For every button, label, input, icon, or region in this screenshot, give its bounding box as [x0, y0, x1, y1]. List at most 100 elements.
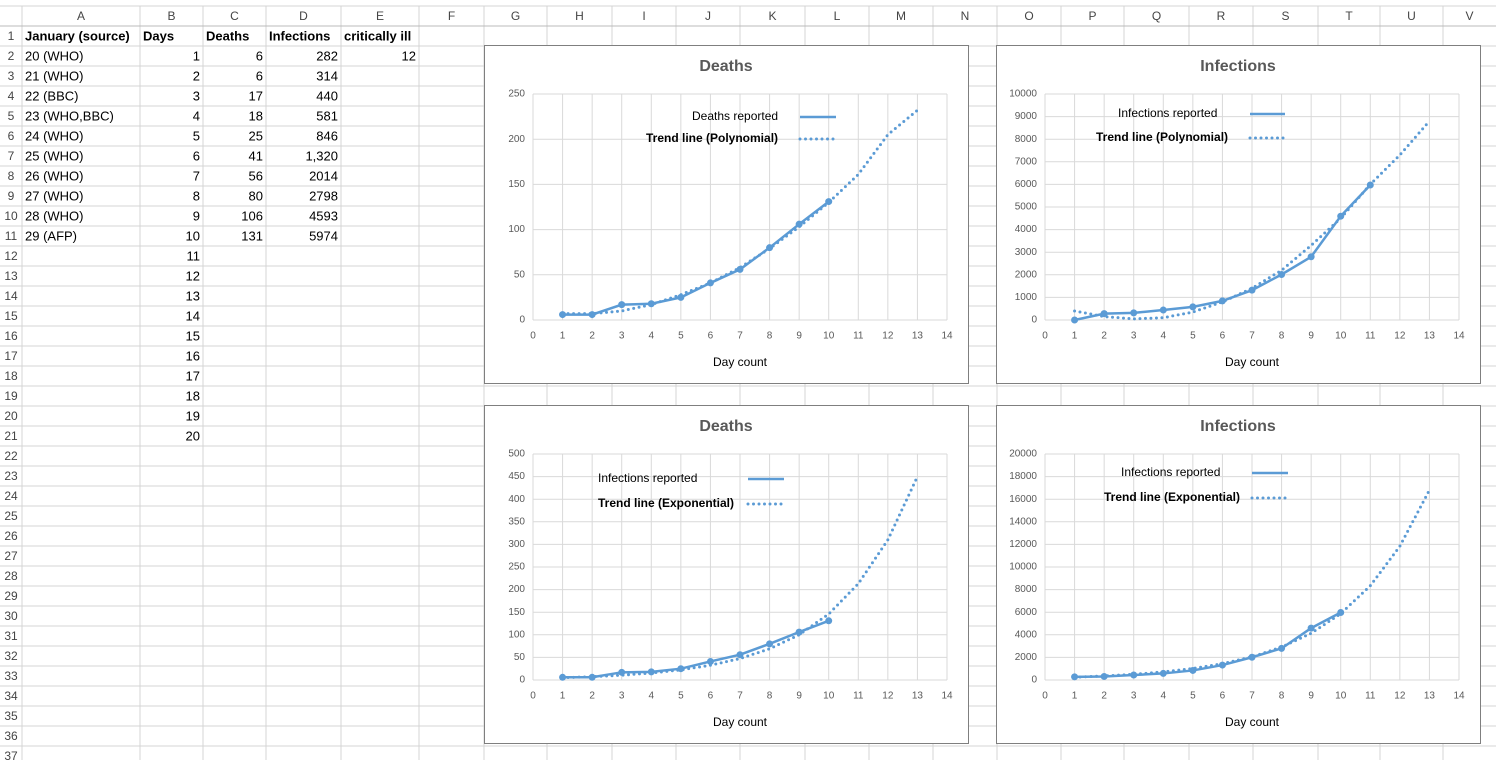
cell-text[interactable]: 9 — [193, 208, 200, 223]
row-number[interactable]: 31 — [4, 629, 18, 643]
cell-text[interactable]: 6 — [256, 48, 263, 63]
cell-text[interactable]: 24 (WHO) — [25, 128, 84, 143]
cell-text[interactable]: Infections — [269, 28, 330, 43]
cell-text[interactable]: 131 — [241, 228, 263, 243]
column-letter[interactable]: C — [230, 9, 239, 23]
row-number[interactable]: 9 — [8, 189, 15, 203]
column-letter[interactable]: U — [1407, 9, 1416, 23]
column-letter[interactable]: K — [768, 9, 776, 23]
row-number[interactable]: 26 — [4, 529, 18, 543]
row-number[interactable]: 24 — [4, 489, 18, 503]
cell-text[interactable]: 1,320 — [305, 148, 338, 163]
cell-text[interactable]: 7 — [193, 168, 200, 183]
cell-text[interactable]: 80 — [249, 188, 263, 203]
column-letter[interactable]: E — [376, 9, 384, 23]
cell-text[interactable]: 10 — [186, 228, 200, 243]
row-number[interactable]: 20 — [4, 409, 18, 423]
column-letter[interactable]: H — [575, 9, 584, 23]
cell-text[interactable]: 4593 — [309, 208, 338, 223]
cell-text[interactable]: 3 — [193, 88, 200, 103]
row-number[interactable]: 17 — [4, 349, 18, 363]
cell-text[interactable]: 15 — [186, 328, 200, 343]
column-letter[interactable]: S — [1281, 9, 1289, 23]
cell-text[interactable]: 17 — [186, 368, 200, 383]
cell-text[interactable]: 314 — [316, 68, 338, 83]
cell-text[interactable]: 22 (BBC) — [25, 88, 78, 103]
cell-text[interactable]: 13 — [186, 288, 200, 303]
cell-text[interactable]: 8 — [193, 188, 200, 203]
row-number[interactable]: 12 — [4, 249, 18, 263]
cell-text[interactable]: 17 — [249, 88, 263, 103]
column-letter[interactable]: L — [834, 9, 841, 23]
row-number[interactable]: 30 — [4, 609, 18, 623]
cell-text[interactable]: 20 (WHO) — [25, 48, 84, 63]
cell-text[interactable]: 18 — [186, 388, 200, 403]
row-number[interactable]: 34 — [4, 689, 18, 703]
cell-text[interactable]: 28 (WHO) — [25, 208, 84, 223]
column-letter[interactable]: B — [167, 9, 175, 23]
column-letter[interactable]: I — [642, 9, 645, 23]
column-letter[interactable]: V — [1465, 9, 1473, 23]
cell-text[interactable]: 12 — [402, 48, 416, 63]
cell-text[interactable]: 846 — [316, 128, 338, 143]
row-number[interactable]: 14 — [4, 289, 18, 303]
column-letter[interactable]: D — [299, 9, 308, 23]
cell-text[interactable]: 20 — [186, 428, 200, 443]
cell-text[interactable]: 106 — [241, 208, 263, 223]
cell-text[interactable]: 26 (WHO) — [25, 168, 84, 183]
cell-text[interactable]: 2798 — [309, 188, 338, 203]
row-number[interactable]: 36 — [4, 729, 18, 743]
row-number[interactable]: 23 — [4, 469, 18, 483]
row-number[interactable]: 35 — [4, 709, 18, 723]
cell-text[interactable]: 282 — [316, 48, 338, 63]
cell-text[interactable]: 27 (WHO) — [25, 188, 84, 203]
cell-text[interactable]: 14 — [186, 308, 200, 323]
row-number[interactable]: 8 — [8, 169, 15, 183]
column-letter[interactable]: Q — [1152, 9, 1161, 23]
row-number[interactable]: 6 — [8, 129, 15, 143]
cell-text[interactable]: 6 — [193, 148, 200, 163]
cell-text[interactable]: 4 — [193, 108, 200, 123]
row-number[interactable]: 21 — [4, 429, 18, 443]
row-number[interactable]: 37 — [4, 749, 18, 760]
cell-text[interactable]: 12 — [186, 268, 200, 283]
column-letter[interactable]: F — [448, 9, 455, 23]
cell-text[interactable]: Days — [143, 28, 174, 43]
column-letter[interactable]: R — [1217, 9, 1226, 23]
row-number[interactable]: 4 — [8, 89, 15, 103]
cell-text[interactable]: 440 — [316, 88, 338, 103]
row-number[interactable]: 1 — [8, 29, 15, 43]
cell-text[interactable]: 29 (AFP) — [25, 228, 77, 243]
cell-text[interactable]: 18 — [249, 108, 263, 123]
cell-text[interactable]: 56 — [249, 168, 263, 183]
column-letter[interactable]: T — [1345, 9, 1353, 23]
row-number[interactable]: 32 — [4, 649, 18, 663]
cell-text[interactable]: 41 — [249, 148, 263, 163]
column-letter[interactable]: M — [896, 9, 906, 23]
row-number[interactable]: 27 — [4, 549, 18, 563]
row-number[interactable]: 2 — [8, 49, 15, 63]
cell-text[interactable]: 2 — [193, 68, 200, 83]
cell-text[interactable]: Deaths — [206, 28, 249, 43]
cell-text[interactable]: 16 — [186, 348, 200, 363]
column-letter[interactable]: G — [511, 9, 520, 23]
row-number[interactable]: 28 — [4, 569, 18, 583]
column-letter[interactable]: N — [961, 9, 970, 23]
cell-text[interactable]: 11 — [187, 248, 201, 263]
row-number[interactable]: 19 — [4, 389, 18, 403]
cell-text[interactable]: 19 — [186, 408, 200, 423]
column-letter[interactable]: P — [1088, 9, 1096, 23]
row-number[interactable]: 3 — [8, 69, 15, 83]
row-number[interactable]: 33 — [4, 669, 18, 683]
row-number[interactable]: 11 — [5, 229, 18, 243]
cell-text[interactable]: 1 — [193, 48, 200, 63]
row-number[interactable]: 5 — [8, 109, 15, 123]
row-number[interactable]: 13 — [4, 269, 18, 283]
row-number[interactable]: 18 — [4, 369, 18, 383]
row-number[interactable]: 15 — [4, 309, 18, 323]
column-letter[interactable]: J — [705, 9, 711, 23]
row-number[interactable]: 22 — [4, 449, 18, 463]
cell-text[interactable]: 581 — [316, 108, 338, 123]
cell-text[interactable]: 25 (WHO) — [25, 148, 84, 163]
cell-text[interactable]: 5 — [193, 128, 200, 143]
